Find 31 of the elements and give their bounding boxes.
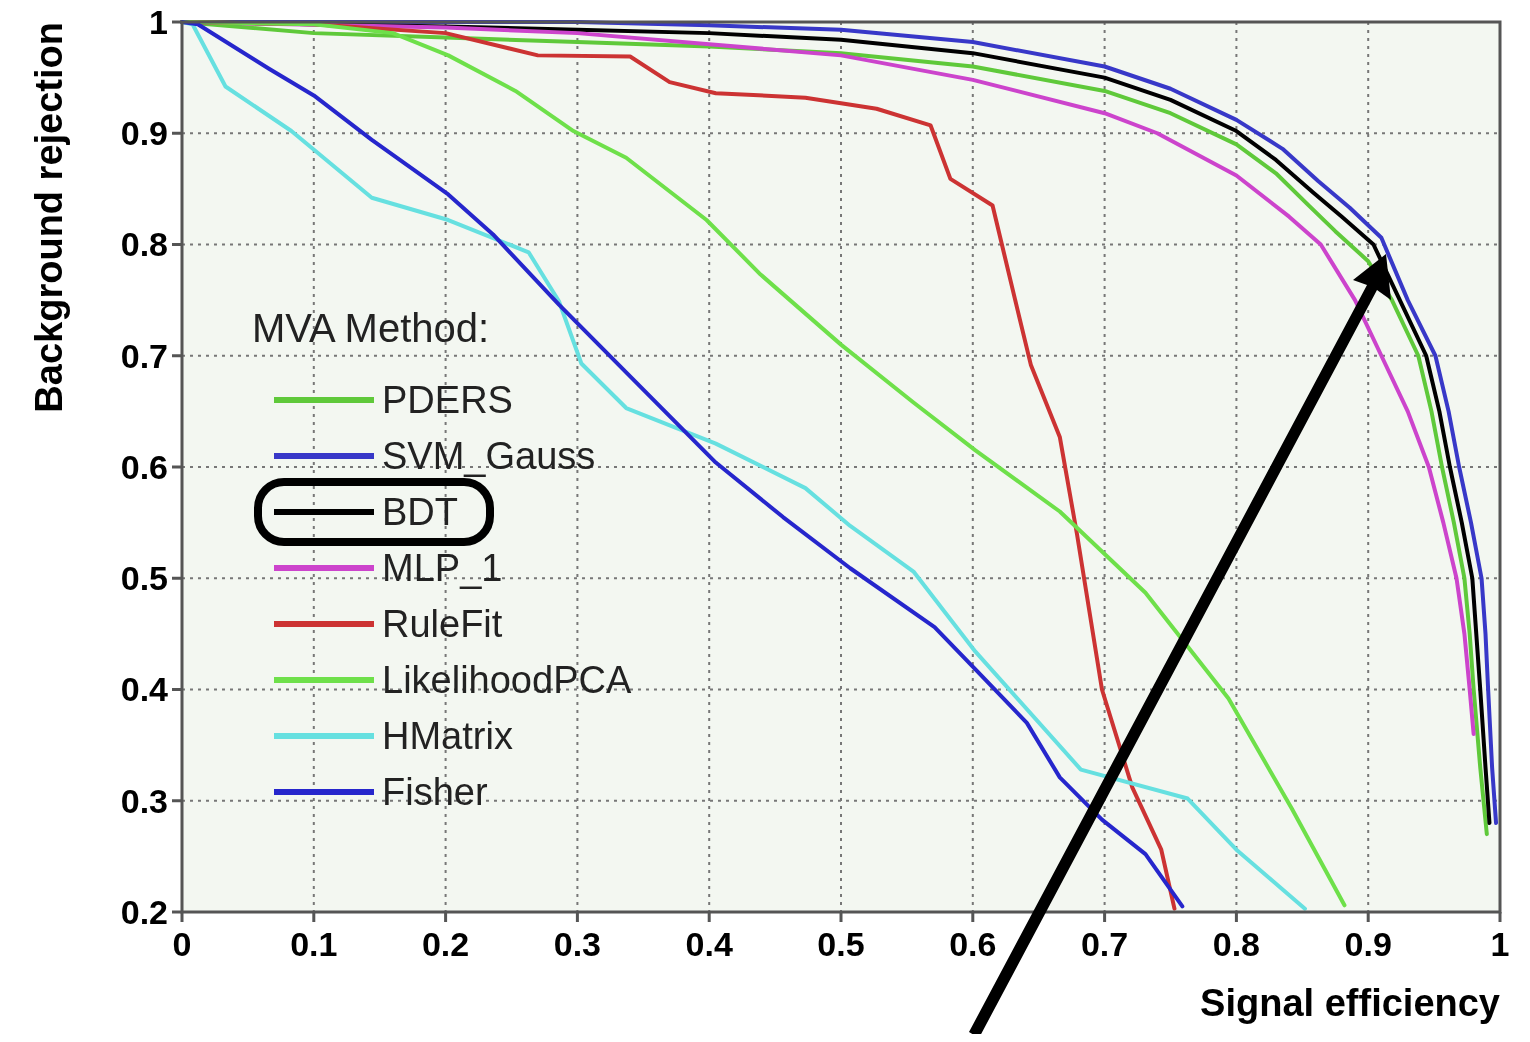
y-tick-label: 0.2 <box>120 892 168 931</box>
legend-title: MVA Method: <box>252 306 490 350</box>
legend-label: LikelihoodPCA <box>382 659 632 702</box>
x-tick-label: 0.5 <box>817 925 865 963</box>
legend-label: Fisher <box>382 771 488 814</box>
x-tick-label: 1 <box>1490 925 1510 963</box>
y-tick-label: 0.3 <box>120 781 168 820</box>
x-tick-label: 0.6 <box>949 925 997 963</box>
y-tick-label: 1 <box>149 2 168 41</box>
y-tick-label: 0.5 <box>120 559 168 598</box>
legend-label: RuleFit <box>382 603 503 646</box>
x-axis-title: Signal efficiency <box>1200 982 1500 1024</box>
x-tick-label: 0.7 <box>1080 925 1129 963</box>
x-tick-label: 0.9 <box>1344 925 1392 963</box>
y-tick-label: 0.6 <box>120 447 168 486</box>
legend-label: BDT <box>382 491 458 534</box>
x-tick-label: 0.3 <box>553 925 602 963</box>
legend-label: HMatrix <box>382 715 513 758</box>
legend-label: SVM_Gauss <box>382 435 596 478</box>
x-tick-label: 0.2 <box>421 925 470 963</box>
y-axis-title: Background rejection <box>28 22 70 413</box>
y-tick-label: 0.9 <box>120 114 168 153</box>
x-tick-label: 0.4 <box>685 925 733 963</box>
legend-label: MLP_1 <box>382 547 503 590</box>
legend-label: PDERS <box>382 379 513 422</box>
y-tick-label: 0.8 <box>120 225 168 264</box>
x-tick-label: 0 <box>172 925 192 963</box>
y-tick-label: 0.7 <box>120 336 168 375</box>
x-tick-label: 0.1 <box>290 925 338 963</box>
x-tick-label: 0.8 <box>1212 925 1261 963</box>
y-tick-label: 0.4 <box>120 670 169 709</box>
